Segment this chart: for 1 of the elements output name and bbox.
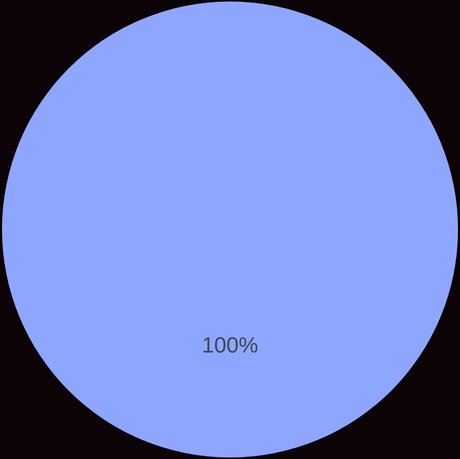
data-label: 100% <box>202 332 258 358</box>
